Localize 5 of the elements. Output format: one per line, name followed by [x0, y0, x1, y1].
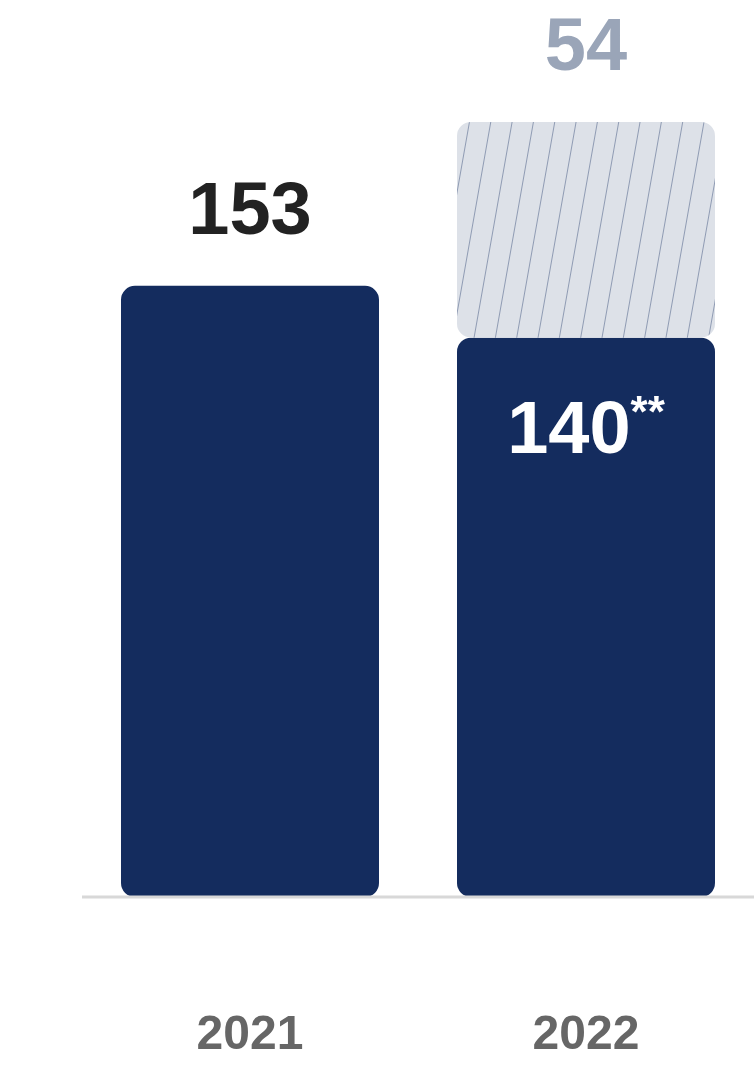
- data-label: 140$^{**}$: [507, 385, 666, 469]
- x-tick-label: 2021: [196, 1006, 304, 1060]
- data-label: 153: [188, 166, 312, 250]
- data-label: 54: [544, 3, 628, 86]
- x-tick-label: 2022: [532, 1006, 640, 1060]
